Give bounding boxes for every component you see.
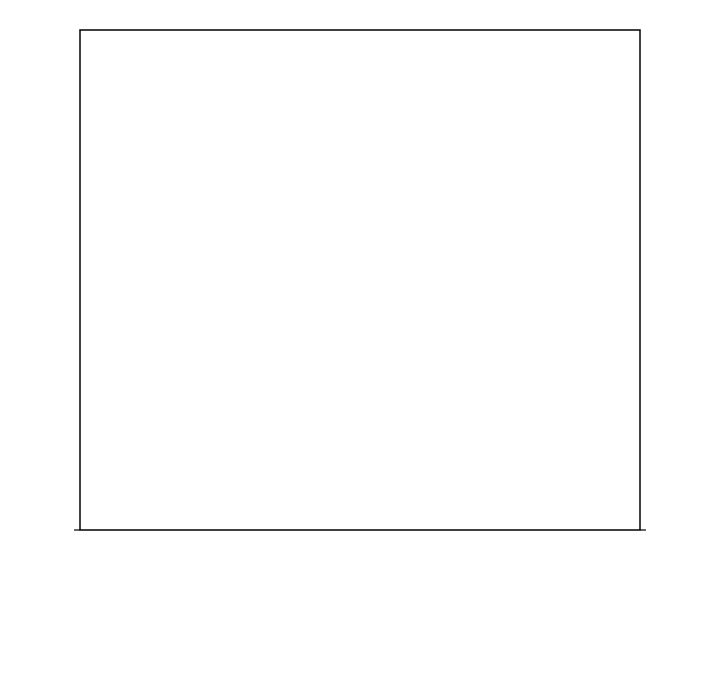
- plot-border: [80, 30, 640, 530]
- piezometer-chart: [0, 0, 715, 690]
